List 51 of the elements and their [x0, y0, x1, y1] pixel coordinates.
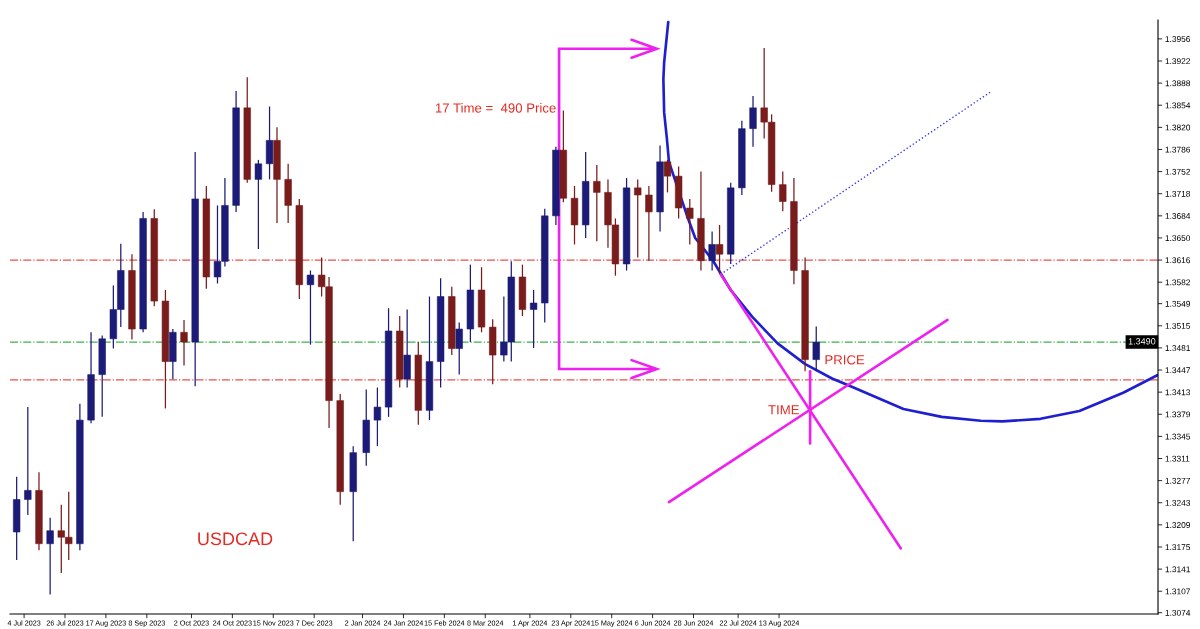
y-tick-label: 1.3752 [1165, 168, 1191, 175]
candlestick [663, 159, 672, 194]
y-tick-label: 1.3956 [1165, 36, 1191, 42]
annotation: TIME [768, 405, 799, 415]
y-tick-label: 1.3549 [1165, 300, 1191, 307]
candlestick [686, 198, 694, 246]
y-tick-label: 1.3413 [1165, 389, 1191, 396]
candlestick [749, 95, 757, 148]
y-tick-label: 1.3311 [1165, 455, 1190, 462]
ref-line-label: 1.3490 [1128, 338, 1156, 345]
candlestick [180, 319, 188, 367]
y-tick-label: 1.3447 [1165, 367, 1191, 374]
y-tick-label: 1.3107 [1165, 588, 1191, 595]
y-tick-label: 1.3481 [1165, 345, 1191, 352]
candlestick [812, 325, 820, 372]
candlestick [455, 321, 463, 376]
y-tick-label: 1.3582 [1165, 279, 1191, 286]
candlestick [593, 164, 601, 242]
candlestick [24, 406, 32, 516]
y-tick-label: 1.3074 [1165, 609, 1191, 616]
y-tick-label: 1.3854 [1165, 102, 1191, 109]
text: USDCAD [198, 532, 273, 546]
candlestick [708, 230, 716, 272]
y-tick-label: 1.3786 [1165, 146, 1191, 153]
candlestick [645, 185, 653, 262]
annotation: PRICE [825, 355, 865, 365]
y-tick-label: 1.3243 [1165, 499, 1191, 506]
y-tick-label: 1.3684 [1165, 213, 1191, 219]
candlestick [265, 105, 274, 181]
y-tick-label: 1.3515 [1165, 322, 1191, 329]
candlestick [779, 170, 787, 212]
y-tick-label: 1.3820 [1165, 124, 1191, 131]
y-tick-label: 1.3888 [1165, 80, 1191, 87]
y-tick-label: 1.3345 [1165, 433, 1191, 440]
y-tick-label: 1.3141 [1165, 566, 1191, 573]
y-tick-label: 1.3175 [1165, 544, 1191, 551]
candlestick [715, 224, 724, 275]
y-tick-label: 1.3922 [1165, 58, 1191, 65]
annotation: 17 Time = 490 Price [435, 102, 556, 113]
y-tick-label: 1.3379 [1165, 411, 1191, 418]
candlestick [254, 159, 263, 250]
candlestick [373, 386, 382, 447]
candlestick [306, 269, 315, 346]
candlestick [634, 178, 642, 259]
y-tick-label: 1.3718 [1165, 190, 1191, 197]
candlestick [529, 289, 538, 349]
candlestick [46, 517, 54, 596]
y-tick-label: 1.3616 [1165, 257, 1191, 264]
y-tick-label: 1.3650 [1165, 235, 1191, 242]
y-tick-label: 1.3277 [1165, 477, 1191, 484]
y-tick-label: 1.3209 [1165, 522, 1191, 528]
